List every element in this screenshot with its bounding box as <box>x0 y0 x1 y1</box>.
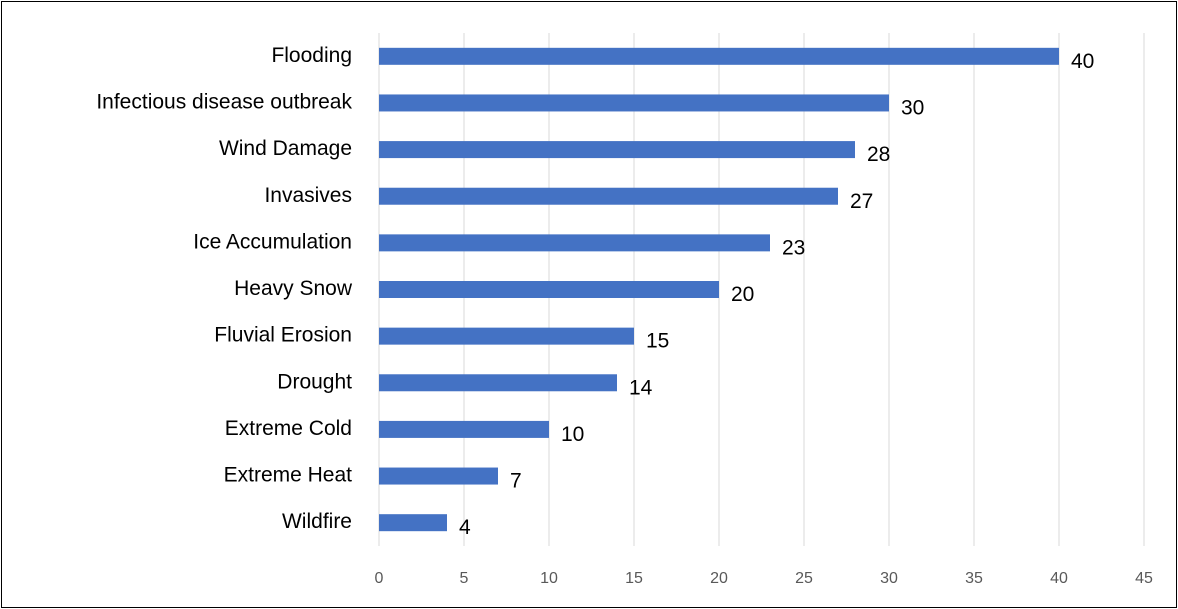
data-label: 15 <box>646 330 669 353</box>
y-tick-label: Extreme Cold <box>225 417 352 440</box>
bar <box>379 327 634 345</box>
bar <box>379 141 855 159</box>
bar <box>379 374 617 392</box>
x-tick-label: 30 <box>880 570 898 587</box>
data-label: 30 <box>901 97 924 120</box>
x-tick-label: 5 <box>460 570 469 587</box>
y-tick-label: Wind Damage <box>219 137 352 160</box>
bar <box>379 467 498 485</box>
data-label: 4 <box>459 516 471 539</box>
x-tick-label: 10 <box>540 570 558 587</box>
data-label: 40 <box>1071 50 1094 73</box>
y-tick-label: Wildfire <box>282 510 352 533</box>
bar <box>379 514 447 532</box>
x-tick-label: 40 <box>1050 570 1068 587</box>
y-tick-label: Fluvial Erosion <box>214 324 352 347</box>
data-label: 14 <box>629 376 653 399</box>
bar <box>379 281 719 298</box>
x-tick-label: 0 <box>375 570 384 587</box>
bar <box>379 47 1059 65</box>
y-tick-label: Extreme Heat <box>224 464 353 487</box>
y-tick-label: Infectious disease outbreak <box>96 91 352 114</box>
data-label: 7 <box>510 470 522 493</box>
y-tick-label: Ice Accumulation <box>193 230 352 253</box>
y-tick-label: Flooding <box>271 44 352 67</box>
data-label: 23 <box>782 236 805 259</box>
bar <box>379 187 838 205</box>
x-tick-label: 15 <box>625 570 643 587</box>
y-tick-label: Invasives <box>264 184 352 207</box>
x-tick-label: 20 <box>710 570 728 587</box>
bar <box>379 420 549 438</box>
bar <box>379 234 770 252</box>
data-label: 28 <box>867 143 890 166</box>
data-label: 10 <box>561 423 584 446</box>
bar <box>379 94 889 112</box>
x-tick-label: 45 <box>1135 570 1153 587</box>
x-tick-label: 25 <box>795 570 813 587</box>
y-tick-label: Heavy Snow <box>234 277 353 300</box>
x-tick-label: 35 <box>965 570 983 587</box>
data-label: 27 <box>850 190 873 213</box>
y-tick-label: Drought <box>277 370 352 393</box>
data-label: 20 <box>731 283 754 306</box>
